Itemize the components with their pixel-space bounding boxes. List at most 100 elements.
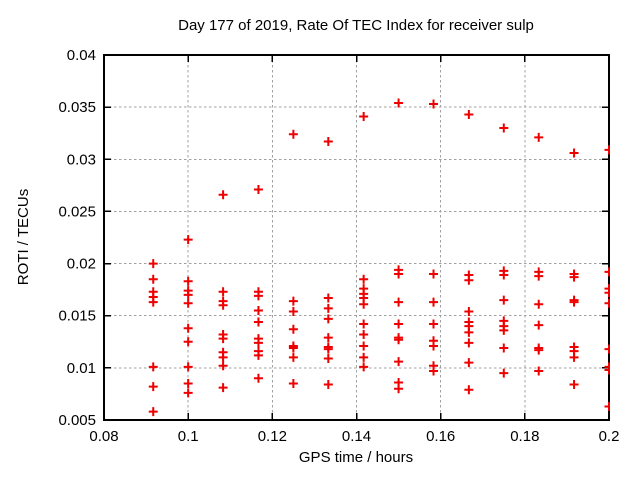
data-point [394,384,404,394]
data-point [359,274,369,284]
data-point [288,129,298,139]
data-point [569,148,579,158]
data-point [218,334,228,344]
data-point [499,343,509,353]
data-point [253,317,263,327]
data-point [218,383,228,393]
data-point [148,382,158,392]
x-tick-label: 0.12 [258,428,287,445]
data-point [183,298,193,308]
data-point [569,352,579,362]
data-point [148,297,158,307]
data-point [429,99,439,109]
data-point [604,288,610,298]
data-point [534,366,544,376]
data-point [288,379,298,388]
data-point [359,362,369,372]
data-point [464,385,474,395]
x-tick-label: 0.08 [89,428,118,445]
plot-area: 0.08 0.1 0.12 0.14 0.16 0.18 0.2 0.005 0.01 0.015… [58,47,619,445]
data-point [359,299,369,309]
data-point [534,320,544,330]
data-point [429,269,439,279]
data-point [394,319,404,329]
data-point [323,353,333,363]
y-tick-label: 0.02 [67,256,96,273]
data-point [253,291,263,301]
data-point [569,380,579,390]
data-point [253,306,263,315]
data-point [218,300,228,310]
data-point [604,401,610,411]
data-point [464,327,474,337]
data-point [394,269,404,279]
x-tick-label: 0.18 [510,428,539,445]
data-point [394,357,404,367]
data-point [183,290,193,300]
data-point [323,314,333,324]
data-point [359,352,369,362]
data-point [323,137,333,147]
data-point [359,329,369,339]
data-point [288,343,298,353]
x-tick-label: 0.14 [342,428,371,445]
data-point [218,352,228,362]
data-point [604,365,610,375]
data-point [148,362,158,372]
data-point [218,287,228,297]
data-point [569,297,579,307]
y-tick-label: 0.035 [58,99,96,116]
data-point [464,275,474,285]
data-point [148,274,158,284]
data-point [499,270,509,280]
data-point [499,295,509,305]
data-point [464,109,474,119]
data-point [534,299,544,309]
data-point [429,341,439,351]
data-point [253,338,263,348]
data-point [359,341,369,351]
data-point [183,276,193,286]
data-point [253,350,263,360]
data-point [323,380,333,390]
data-point [323,333,333,343]
data-point [604,267,610,277]
data-point [323,344,333,354]
data-point [569,272,579,282]
y-tick-label: 0.025 [58,203,96,220]
data-point [499,325,509,335]
data-point [604,145,610,155]
y-tick-label: 0.015 [58,308,96,325]
data-point [604,298,610,308]
x-tick-label: 0.16 [426,428,455,445]
data-point [429,297,439,307]
data-point [499,123,509,133]
data-point [429,319,439,329]
data-point [394,297,404,307]
data-point [218,361,228,371]
data-point [394,335,404,345]
data-point [534,271,544,281]
data-point [183,337,193,347]
data-point [394,98,404,108]
data-point [183,388,193,398]
data-point [253,185,263,195]
chart-title: Day 177 of 2019, Rate Of TEC Index for r… [178,17,534,34]
data-point [464,358,474,368]
data-point [464,338,474,348]
data-point [288,324,298,334]
data-point [464,307,474,317]
data-point [323,303,333,313]
y-tick-label: 0.01 [67,360,96,377]
data-point [323,293,333,303]
data-points-layer [148,98,610,417]
y-axis-label: ROTI / TECUs [15,189,32,285]
data-point [218,190,228,200]
data-point [183,323,193,333]
x-tick-label: 0.2 [599,428,620,445]
y-tick-label: 0.03 [67,151,96,168]
data-point [183,379,193,388]
data-point [288,296,298,306]
